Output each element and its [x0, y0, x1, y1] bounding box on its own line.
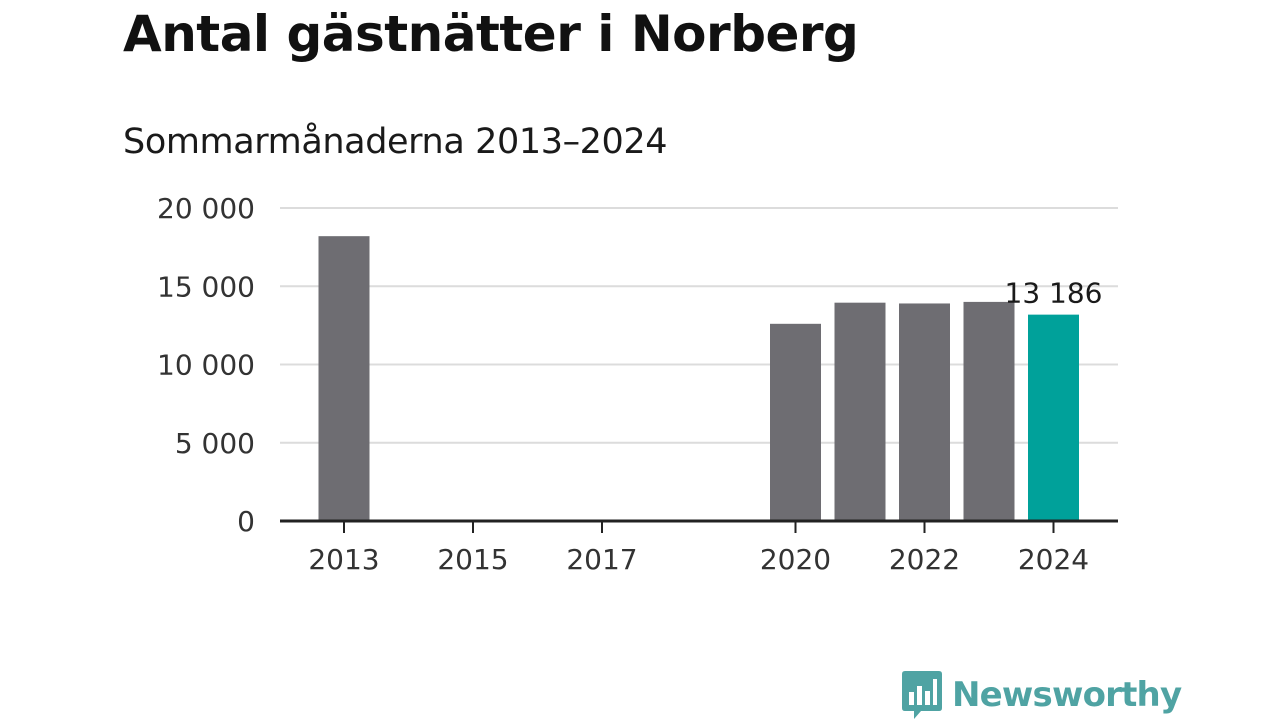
x-tick-label: 2015 — [437, 543, 508, 576]
chart-title: Antal gästnätter i Norberg — [123, 5, 859, 63]
bar-2022 — [899, 303, 950, 521]
x-tick-label: 2020 — [760, 543, 831, 576]
data-labels: 13 186 — [1005, 277, 1103, 310]
x-tick-label: 2022 — [889, 543, 960, 576]
x-tick-label: 2024 — [1018, 543, 1089, 576]
bar-2013 — [318, 236, 370, 522]
data-label-2024: 13 186 — [1005, 277, 1103, 310]
y-axis-tick-labels: 0 5 000 10 000 15 000 20 000 — [157, 192, 255, 538]
y-tick-label: 5 000 — [175, 427, 255, 460]
x-tick-label: 2013 — [308, 543, 379, 576]
y-tick-label: 15 000 — [157, 270, 255, 303]
bar-2020 — [770, 323, 821, 521]
y-tick-label: 0 — [237, 505, 255, 538]
y-tick-label: 10 000 — [157, 349, 255, 382]
bar-2023 — [963, 301, 1015, 521]
chart-subtitle: Sommarmånaderna 2013–2024 — [123, 122, 668, 162]
bar-chart-speech-bubble-icon — [902, 671, 942, 719]
bar-2021 — [834, 302, 886, 521]
x-axis-ticks: 2013 2015 2017 2020 2022 2024 — [308, 521, 1089, 576]
brand-name: Newsworthy — [952, 675, 1182, 715]
bar-chart: 0 5 000 10 000 15 000 20 000 2013 2015 2017 202… — [157, 192, 1118, 576]
bar-2024 — [1028, 314, 1079, 521]
newsworthy-logo: Newsworthy — [902, 671, 1182, 719]
x-tick-label: 2017 — [566, 543, 637, 576]
y-tick-label: 20 000 — [157, 192, 255, 225]
bars — [318, 236, 1079, 522]
